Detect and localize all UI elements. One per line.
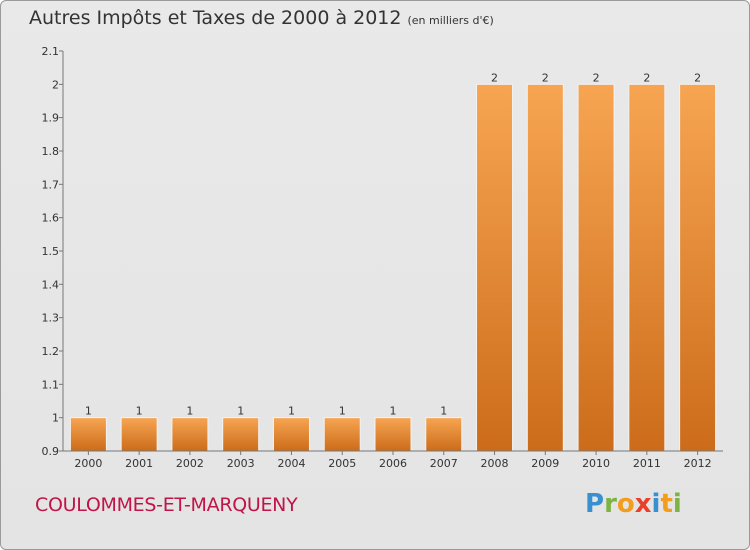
data-label-2000: 1 <box>85 405 92 418</box>
proxiti-logo: Proxiti <box>585 489 682 519</box>
x-tick-label-2008: 2008 <box>481 457 509 470</box>
bar-2010 <box>577 83 615 452</box>
x-tick-label-2005: 2005 <box>328 457 356 470</box>
x-tick-label-2004: 2004 <box>277 457 305 470</box>
y-tick-label: 1 <box>52 412 59 425</box>
x-tick-label-2000: 2000 <box>74 457 102 470</box>
x-tick-label-2001: 2001 <box>125 457 153 470</box>
bar-2006 <box>374 417 412 452</box>
logo-letter: i <box>651 489 661 519</box>
x-axis: 2000 2001 2002 2003 2004 2005 2006 2007 2008 2009… <box>63 450 723 470</box>
bar-2002 <box>171 417 209 452</box>
data-label-2005: 1 <box>339 405 346 418</box>
y-tick-label: 1.4 <box>42 278 60 291</box>
logo-letter: i <box>672 489 682 519</box>
logo-letter: o <box>616 489 635 519</box>
x-tick-label-2002: 2002 <box>176 457 204 470</box>
data-label-2008: 2 <box>491 71 498 84</box>
x-tick-label-2007: 2007 <box>430 457 458 470</box>
bar-2000 <box>69 417 107 452</box>
y-tick-label: 0.9 <box>42 445 60 458</box>
bar-2003 <box>222 417 260 452</box>
x-tick-label-2010: 2010 <box>582 457 610 470</box>
data-label-2012: 2 <box>694 71 701 84</box>
bar-2012 <box>679 83 717 452</box>
y-tick-label: 1.1 <box>42 378 60 391</box>
chart-subtitle: (en milliers d'€) <box>407 14 494 27</box>
y-tick-label: 1.3 <box>42 312 60 325</box>
chart-title: Autres Impôts et Taxes de 2000 à 2012 (en… <box>29 7 494 29</box>
logo-letter: t <box>660 489 673 519</box>
data-label-2004: 1 <box>288 405 295 418</box>
data-label-2011: 2 <box>643 71 650 84</box>
data-label-2002: 1 <box>186 405 193 418</box>
bar-2005 <box>323 417 361 452</box>
logo-letter: P <box>585 489 605 519</box>
y-tick-label: 1.5 <box>42 245 60 258</box>
x-tick-label-2009: 2009 <box>531 457 559 470</box>
x-tick-label-2012: 2012 <box>684 457 712 470</box>
bar-2004 <box>272 417 310 452</box>
y-tick-label: 1.2 <box>42 345 60 358</box>
logo-letter: x <box>634 489 652 519</box>
data-label-2009: 2 <box>542 71 549 84</box>
y-tick-label: 1.6 <box>42 212 60 225</box>
bar-2001 <box>120 417 158 452</box>
data-label-2007: 1 <box>440 405 447 418</box>
bar-2009 <box>526 83 564 452</box>
bars: 1 1 1 1 1 1 1 1 2 2 2 2 2 <box>69 71 717 452</box>
data-label-2001: 1 <box>136 405 143 418</box>
chart-title-text: Autres Impôts et Taxes de 2000 à 2012 <box>29 7 402 29</box>
x-tick-label-2003: 2003 <box>227 457 255 470</box>
commune-name: COULOMMES-ET-MARQUENY <box>35 494 298 516</box>
data-label-2010: 2 <box>593 71 600 84</box>
data-label-2006: 1 <box>390 405 397 418</box>
data-label-2003: 1 <box>237 405 244 418</box>
logo-letter: r <box>604 489 617 519</box>
bar-2008 <box>476 83 514 452</box>
x-tick-label-2006: 2006 <box>379 457 407 470</box>
x-tick-label-2011: 2011 <box>633 457 661 470</box>
y-tick-label: 1.8 <box>42 145 60 158</box>
y-tick-label: 1.7 <box>42 178 60 191</box>
y-tick-label: 2 <box>52 78 59 91</box>
y-tick-label: 2.1 <box>42 45 60 58</box>
y-axis: 0.9 1 1.1 1.2 1.3 1.4 1.5 1.6 1.7 1.8 1.9 2 2.1 <box>42 45 64 458</box>
bar-2007 <box>425 417 463 452</box>
bar-2011 <box>628 83 666 452</box>
y-tick-label: 1.9 <box>42 112 60 125</box>
